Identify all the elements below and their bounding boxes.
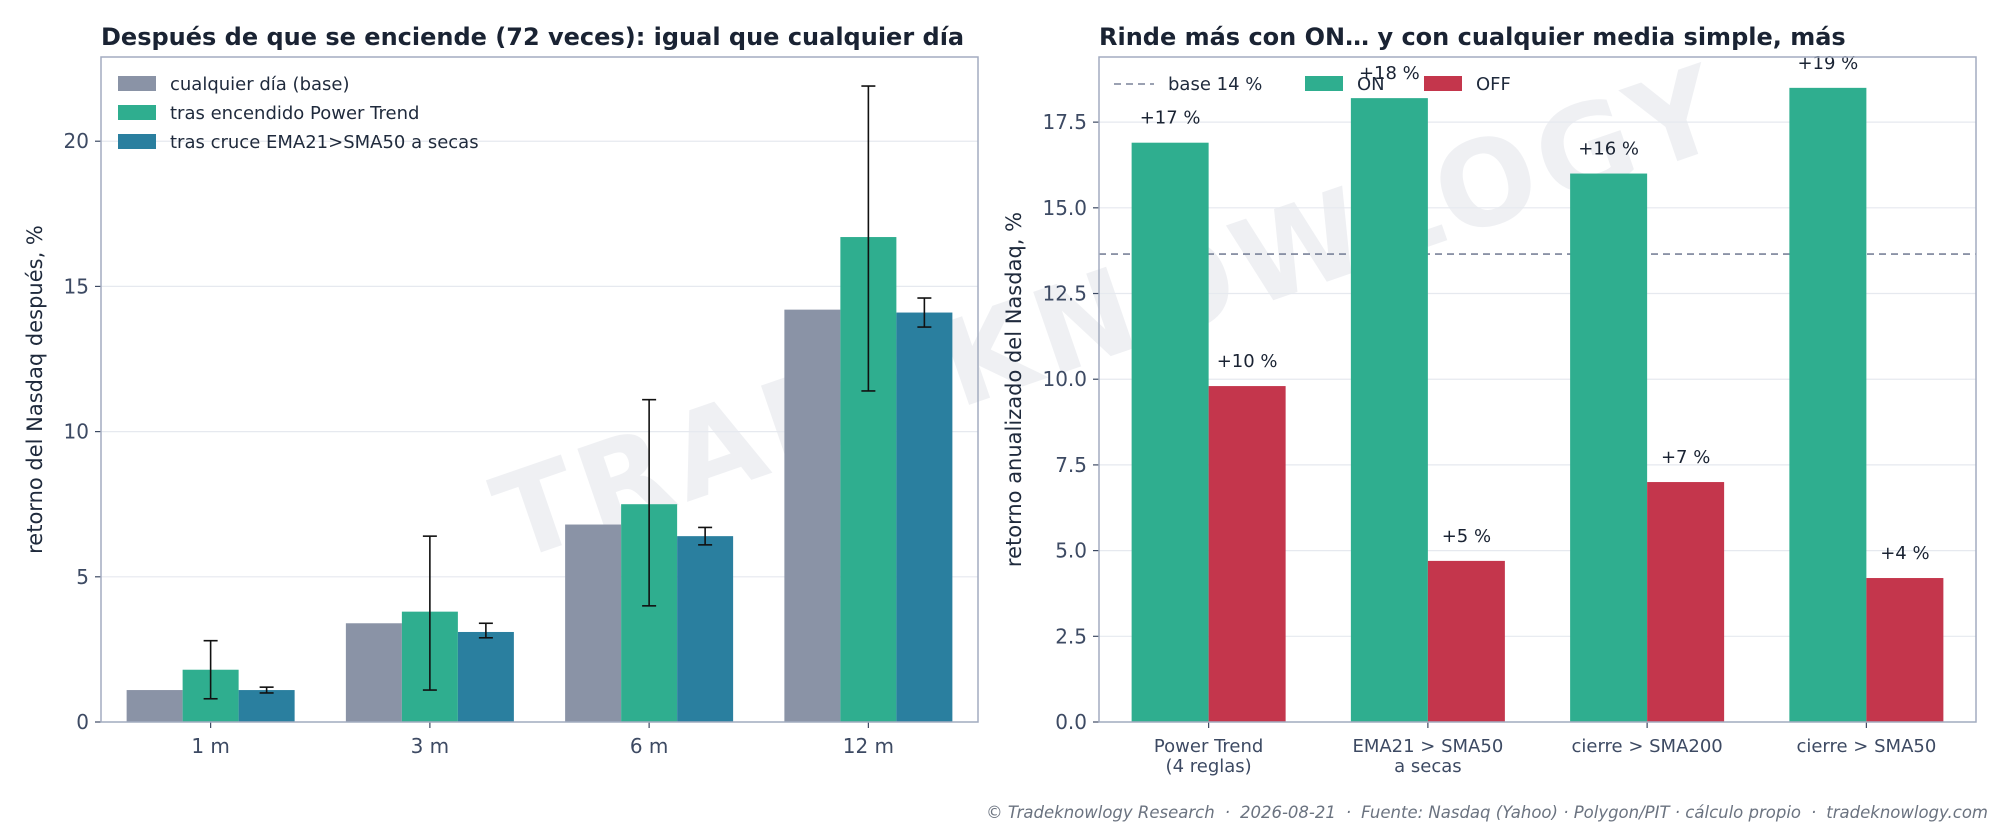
bar	[1647, 482, 1725, 722]
y-axis-label: retorno anualizado del Nasdaq, %	[1002, 212, 1026, 567]
data-label: +4 %	[1880, 543, 1929, 564]
data-label: +16 %	[1578, 139, 1639, 160]
legend-label: ON	[1357, 74, 1385, 95]
bar	[1570, 173, 1648, 722]
legend-label: tras encendido Power Trend	[170, 103, 419, 124]
bar	[1131, 142, 1209, 723]
footer-date: 2026-08-21	[1239, 803, 1336, 822]
y-tick-label: 12.5	[1042, 282, 1087, 306]
y-tick-label: 10	[64, 420, 89, 444]
x-tick-label: 3 m	[411, 734, 450, 758]
x-tick-label: EMA21 > SMA50	[1352, 736, 1503, 757]
legend-label: base 14 %	[1168, 74, 1262, 95]
data-label: +10 %	[1217, 351, 1278, 372]
footer: © Tradeknowlogy Research · 2026-08-21 · Fuen…	[986, 803, 1988, 822]
bar	[345, 623, 402, 722]
y-tick-label: 0.0	[1055, 710, 1087, 734]
bar	[565, 524, 622, 722]
legend-swatch	[118, 76, 156, 91]
bar	[238, 690, 295, 722]
bar	[784, 309, 841, 722]
bar	[1789, 87, 1867, 722]
x-tick-label: cierre > SMA50	[1796, 736, 1936, 757]
bar	[1208, 386, 1286, 722]
y-axis-label: retorno del Nasdaq después, %	[23, 225, 47, 554]
footer-separator: ·	[1224, 803, 1230, 822]
legend-swatch	[1305, 76, 1343, 91]
bar	[1350, 98, 1428, 722]
y-tick-label: 2.5	[1055, 624, 1087, 648]
legend-swatch	[118, 105, 156, 120]
x-tick-label: Power Trend	[1154, 736, 1263, 757]
y-tick-label: 5.0	[1055, 539, 1087, 563]
chart-right: 0.0 2.5 5.0 7.5 10.0 12.5 15.0 17.5 +17 % +10 % Po…	[1002, 23, 1977, 777]
x-tick-label: cierre > SMA200	[1571, 736, 1722, 757]
plot-frame	[1098, 56, 1977, 723]
footer-copyright: © Tradeknowlogy Research	[986, 803, 1215, 822]
y-tick-label: 15.0	[1042, 196, 1087, 220]
chart-left: 0 5 10 15 20 1 m 3 m 6 m 12 m Después de que se e…	[23, 23, 979, 758]
data-label: +19 %	[1797, 53, 1858, 74]
bar	[1866, 578, 1944, 722]
y-tick-label: 17.5	[1042, 110, 1087, 134]
bar	[677, 536, 734, 722]
footer-separator: ·	[1345, 803, 1352, 822]
legend-label: tras cruce EMA21>SMA50 a secas	[170, 132, 479, 153]
chart-title: Después de que se enciende (72 veces): i…	[101, 23, 964, 51]
y-tick-label: 0	[76, 710, 89, 734]
x-tick-label: 1 m	[191, 734, 230, 758]
legend-label: cualquier día (base)	[170, 74, 350, 95]
data-label: +7 %	[1661, 447, 1710, 468]
bar	[457, 631, 514, 722]
footer-separator: ·	[1811, 803, 1817, 822]
bar	[1427, 560, 1505, 722]
y-tick-label: 15	[64, 274, 89, 298]
bar	[896, 312, 953, 722]
legend-label: OFF	[1476, 74, 1511, 95]
plot-frame	[100, 56, 979, 723]
data-label: +5 %	[1442, 526, 1491, 547]
x-tick-label: a secas	[1394, 756, 1462, 777]
y-tick-label: 20	[64, 129, 89, 153]
y-tick-label: 5	[76, 565, 89, 589]
y-tick-label: 7.5	[1055, 453, 1087, 477]
legend-swatch	[1424, 76, 1462, 91]
footer-site: tradeknowlogy.com	[1826, 803, 1988, 822]
footer-source: Fuente: Nasdaq (Yahoo) · Polygon/PIT · c…	[1361, 803, 1802, 822]
legend-swatch	[118, 134, 156, 149]
data-label: +18 %	[1359, 63, 1420, 84]
y-tick-label: 10.0	[1042, 367, 1087, 391]
x-tick-label: 12 m	[843, 734, 894, 758]
chart-title: Rinde más con ON… y con cualquier media …	[1099, 23, 1846, 51]
x-tick-label: 6 m	[630, 734, 669, 758]
data-label: +17 %	[1140, 108, 1201, 129]
x-tick-label: (4 reglas)	[1166, 756, 1252, 777]
bar	[126, 690, 183, 722]
